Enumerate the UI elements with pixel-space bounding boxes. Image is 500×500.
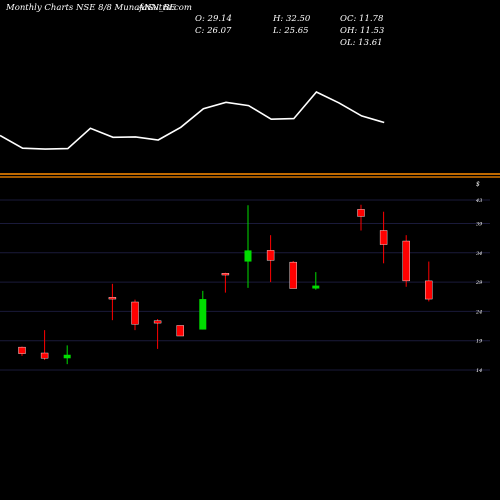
candle-body — [221, 273, 230, 276]
y-tick-label: 34 — [476, 251, 482, 257]
candle-body — [244, 250, 252, 262]
candle-body — [379, 230, 388, 245]
open-value: O: 29.14 — [195, 14, 232, 24]
y-tick-label: 24 — [475, 309, 482, 315]
candle-body — [266, 250, 275, 261]
y-tick-label: 19 — [476, 339, 483, 345]
site-title: Monthly Charts NSE 8/8 MunafaSutra.com — [6, 3, 192, 13]
candle-body — [18, 346, 26, 354]
y-tick-label: 43 — [475, 198, 482, 204]
candle-body — [153, 320, 162, 324]
candle-body — [131, 301, 139, 325]
candle-body — [108, 297, 117, 300]
close-value: C: 26.07 — [195, 26, 232, 36]
candle-body — [176, 325, 184, 337]
candle-body — [312, 285, 320, 289]
ol-value: OL: 13.61 — [340, 38, 383, 48]
axis-unit-label: $ — [476, 181, 480, 188]
oh-value: OH: 11.53 — [340, 26, 385, 36]
candle-body — [289, 261, 297, 289]
y-tick-label: 29 — [475, 280, 483, 286]
low-value: L: 25.65 — [273, 26, 309, 36]
candle-body — [357, 209, 365, 217]
candle-body — [40, 352, 49, 359]
y-tick-label: 14 — [476, 368, 482, 374]
chart-title: ANN_BE — [138, 3, 176, 13]
grid-lines — [0, 199, 490, 371]
candle-body — [425, 280, 433, 300]
price-line — [0, 91, 385, 150]
line-plot — [0, 91, 385, 150]
panel-separator — [0, 173, 500, 178]
oc-value: OC: 11.78 — [340, 14, 384, 24]
y-tick-labels: 14 19 24 29 34 39 43 $ — [475, 181, 483, 374]
y-tick-label: 39 — [476, 221, 483, 227]
candle-body — [63, 354, 71, 359]
candle-body — [199, 299, 207, 330]
high-value: H: 32.50 — [273, 14, 311, 24]
candle-body — [402, 240, 410, 282]
candles — [18, 204, 433, 365]
